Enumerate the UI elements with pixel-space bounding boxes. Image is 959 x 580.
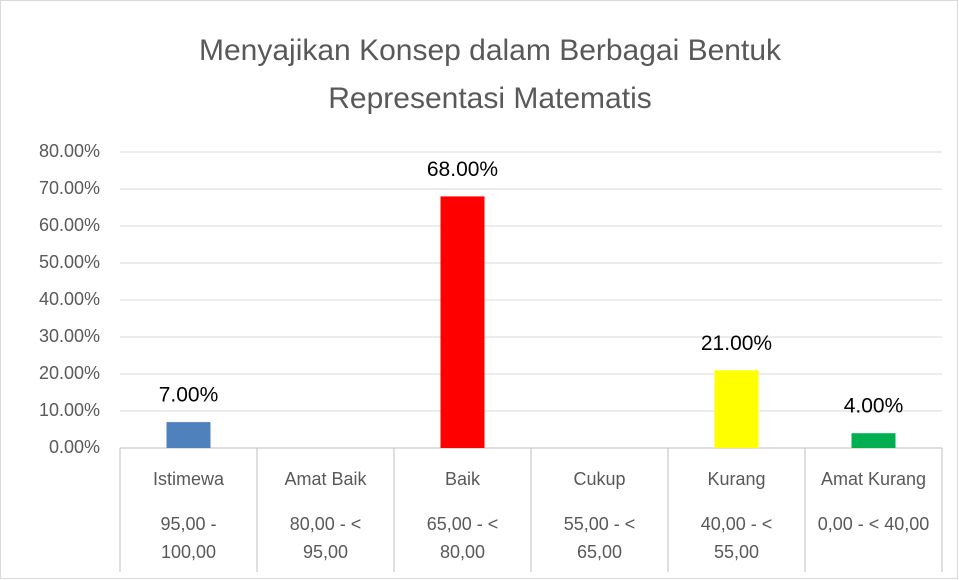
bar bbox=[714, 370, 759, 448]
x-tick-label: Baik bbox=[445, 469, 481, 489]
data-label: 21.00% bbox=[701, 332, 772, 355]
x-tick-sublabel: 0,00 - < 40,00 bbox=[818, 514, 930, 534]
chart-title: Menyajikan Konsep dalam Berbagai Bentuk bbox=[199, 34, 782, 67]
y-tick-label: 20.00% bbox=[39, 363, 100, 383]
x-tick-label: Istimewa bbox=[153, 469, 225, 489]
x-tick-label: Amat Kurang bbox=[821, 469, 926, 489]
bar bbox=[851, 433, 896, 448]
y-tick-label: 60.00% bbox=[39, 215, 100, 235]
x-tick-label: Kurang bbox=[707, 469, 765, 489]
x-tick-sublabel: 95,00 bbox=[303, 542, 348, 562]
data-label: 68.00% bbox=[427, 158, 498, 181]
y-tick-label: 0.00% bbox=[49, 437, 100, 457]
y-tick-label: 10.00% bbox=[39, 400, 100, 420]
x-tick-sublabel: 40,00 - < bbox=[701, 514, 773, 534]
data-label: 4.00% bbox=[844, 395, 904, 418]
data-label: 7.00% bbox=[159, 384, 219, 407]
y-tick-label: 80.00% bbox=[39, 141, 100, 161]
x-tick-label: Cukup bbox=[573, 469, 625, 489]
chart-title: Representasi Matematis bbox=[328, 82, 651, 115]
bar bbox=[440, 196, 485, 448]
y-tick-label: 70.00% bbox=[39, 178, 100, 198]
y-tick-label: 30.00% bbox=[39, 326, 100, 346]
y-tick-label: 40.00% bbox=[39, 289, 100, 309]
x-tick-sublabel: 55,00 bbox=[714, 542, 759, 562]
x-tick-sublabel: 95,00 - bbox=[160, 514, 216, 534]
x-tick-sublabel: 80,00 bbox=[440, 542, 485, 562]
x-tick-label: Amat Baik bbox=[284, 469, 367, 489]
x-tick-sublabel: 55,00 - < bbox=[564, 514, 636, 534]
y-tick-label: 50.00% bbox=[39, 252, 100, 272]
x-tick-sublabel: 80,00 - < bbox=[290, 514, 362, 534]
x-tick-sublabel: 65,00 - < bbox=[427, 514, 499, 534]
bar bbox=[166, 422, 211, 448]
x-tick-sublabel: 100,00 bbox=[161, 542, 216, 562]
x-tick-sublabel: 65,00 bbox=[577, 542, 622, 562]
